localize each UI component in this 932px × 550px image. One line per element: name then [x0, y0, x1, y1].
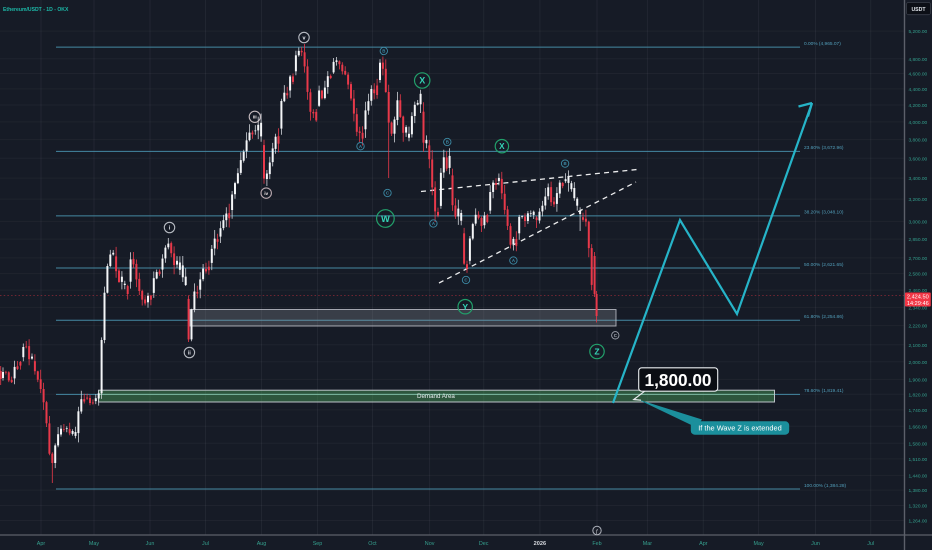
- svg-text:4,600.00: 4,600.00: [909, 72, 928, 78]
- svg-text:Jun: Jun: [146, 541, 155, 547]
- svg-text:ƒ: ƒ: [596, 529, 599, 535]
- svg-text:Y: Y: [462, 302, 468, 312]
- svg-text:4,200.00: 4,200.00: [909, 103, 928, 109]
- svg-text:May: May: [754, 541, 764, 547]
- svg-text:3,800.00: 3,800.00: [909, 138, 928, 144]
- svg-text:50.00% (2,621.65): 50.00% (2,621.65): [804, 262, 844, 268]
- svg-text:A: A: [359, 144, 363, 149]
- svg-text:5,200.00: 5,200.00: [909, 29, 928, 35]
- svg-text:61.80% (2,254.86): 61.80% (2,254.86): [804, 314, 844, 320]
- svg-text:iv: iv: [264, 191, 268, 197]
- svg-text:2,850.00: 2,850.00: [909, 237, 928, 243]
- svg-text:1,264.00: 1,264.00: [909, 519, 928, 525]
- svg-text:Ethereum/USDT - 1D - OKX: Ethereum/USDT - 1D - OKX: [3, 7, 69, 13]
- svg-text:2026: 2026: [534, 541, 546, 547]
- svg-text:W: W: [381, 213, 390, 224]
- svg-text:Apr: Apr: [37, 541, 46, 547]
- svg-text:3,000.00: 3,000.00: [909, 220, 928, 226]
- svg-text:C: C: [464, 278, 468, 283]
- svg-text:1,820.00: 1,820.00: [909, 392, 928, 398]
- svg-text:1,900.00: 1,900.00: [909, 378, 928, 384]
- svg-text:Feb: Feb: [592, 541, 601, 547]
- svg-text:Jun: Jun: [811, 541, 820, 547]
- svg-text:Dec: Dec: [479, 541, 489, 547]
- svg-text:1,510.00: 1,510.00: [909, 457, 928, 463]
- svg-text:2,700.00: 2,700.00: [909, 256, 928, 262]
- svg-text:100.00% (1,384.28): 100.00% (1,384.28): [804, 483, 847, 489]
- svg-text:X: X: [499, 142, 505, 151]
- svg-text:1,580.00: 1,580.00: [909, 441, 928, 447]
- svg-text:1,380.00: 1,380.00: [909, 488, 928, 494]
- svg-text:C: C: [614, 333, 618, 338]
- svg-text:1,440.00: 1,440.00: [909, 474, 928, 480]
- svg-text:4,400.00: 4,400.00: [909, 87, 928, 93]
- svg-text:3,200.00: 3,200.00: [909, 197, 928, 203]
- svg-text:23.60% (3,672.96): 23.60% (3,672.96): [804, 145, 844, 151]
- svg-text:78.60% (1,819.41): 78.60% (1,819.41): [804, 388, 844, 394]
- svg-text:2,340.00: 2,340.00: [909, 306, 928, 312]
- svg-text:v: v: [303, 35, 306, 41]
- svg-text:2,100.00: 2,100.00: [909, 343, 928, 349]
- svg-text:38.20% (3,048.10): 38.20% (3,048.10): [804, 210, 844, 216]
- svg-text:A: A: [432, 221, 436, 226]
- svg-text:2,580.00: 2,580.00: [909, 272, 928, 278]
- svg-text:Jul: Jul: [202, 541, 209, 547]
- svg-text:4,000.00: 4,000.00: [909, 120, 928, 126]
- svg-text:Aug: Aug: [257, 541, 267, 547]
- svg-text:3,600.00: 3,600.00: [909, 156, 928, 162]
- svg-text:X: X: [419, 76, 425, 86]
- svg-text:1,800.00: 1,800.00: [645, 370, 712, 390]
- svg-text:i: i: [169, 225, 171, 231]
- svg-text:iii: iii: [253, 114, 257, 119]
- svg-text:1,660.00: 1,660.00: [909, 424, 928, 430]
- svg-text:2,424.50: 2,424.50: [907, 294, 929, 300]
- svg-text:If the Wave Z is extended: If the Wave Z is extended: [698, 424, 782, 433]
- svg-text:B: B: [446, 140, 449, 145]
- svg-text:Apr: Apr: [699, 541, 708, 547]
- svg-text:Jul: Jul: [867, 541, 874, 547]
- svg-text:A: A: [512, 258, 516, 263]
- svg-text:3,400.00: 3,400.00: [909, 176, 928, 182]
- svg-text:B: B: [382, 49, 385, 54]
- svg-text:0.00% (4,965.07): 0.00% (4,965.07): [804, 41, 841, 47]
- svg-text:Oct: Oct: [368, 541, 377, 547]
- svg-text:USDT: USDT: [911, 7, 926, 13]
- svg-text:B: B: [564, 161, 567, 166]
- svg-text:Z: Z: [594, 347, 599, 357]
- svg-text:Sep: Sep: [313, 541, 323, 547]
- svg-text:14:29:46: 14:29:46: [907, 301, 929, 307]
- svg-text:Nov: Nov: [425, 541, 435, 547]
- svg-text:ii: ii: [188, 350, 191, 356]
- svg-text:May: May: [89, 541, 99, 547]
- svg-text:C: C: [386, 191, 390, 196]
- svg-text:1,740.00: 1,740.00: [909, 408, 928, 414]
- svg-text:2,000.00: 2,000.00: [909, 360, 928, 366]
- svg-text:Demand Area: Demand Area: [417, 393, 455, 400]
- svg-text:2,220.00: 2,220.00: [909, 324, 928, 330]
- svg-text:4,800.00: 4,800.00: [909, 57, 928, 63]
- svg-text:1,320.00: 1,320.00: [909, 504, 928, 510]
- svg-text:2,460.00: 2,460.00: [909, 288, 928, 294]
- svg-text:Mar: Mar: [643, 541, 652, 547]
